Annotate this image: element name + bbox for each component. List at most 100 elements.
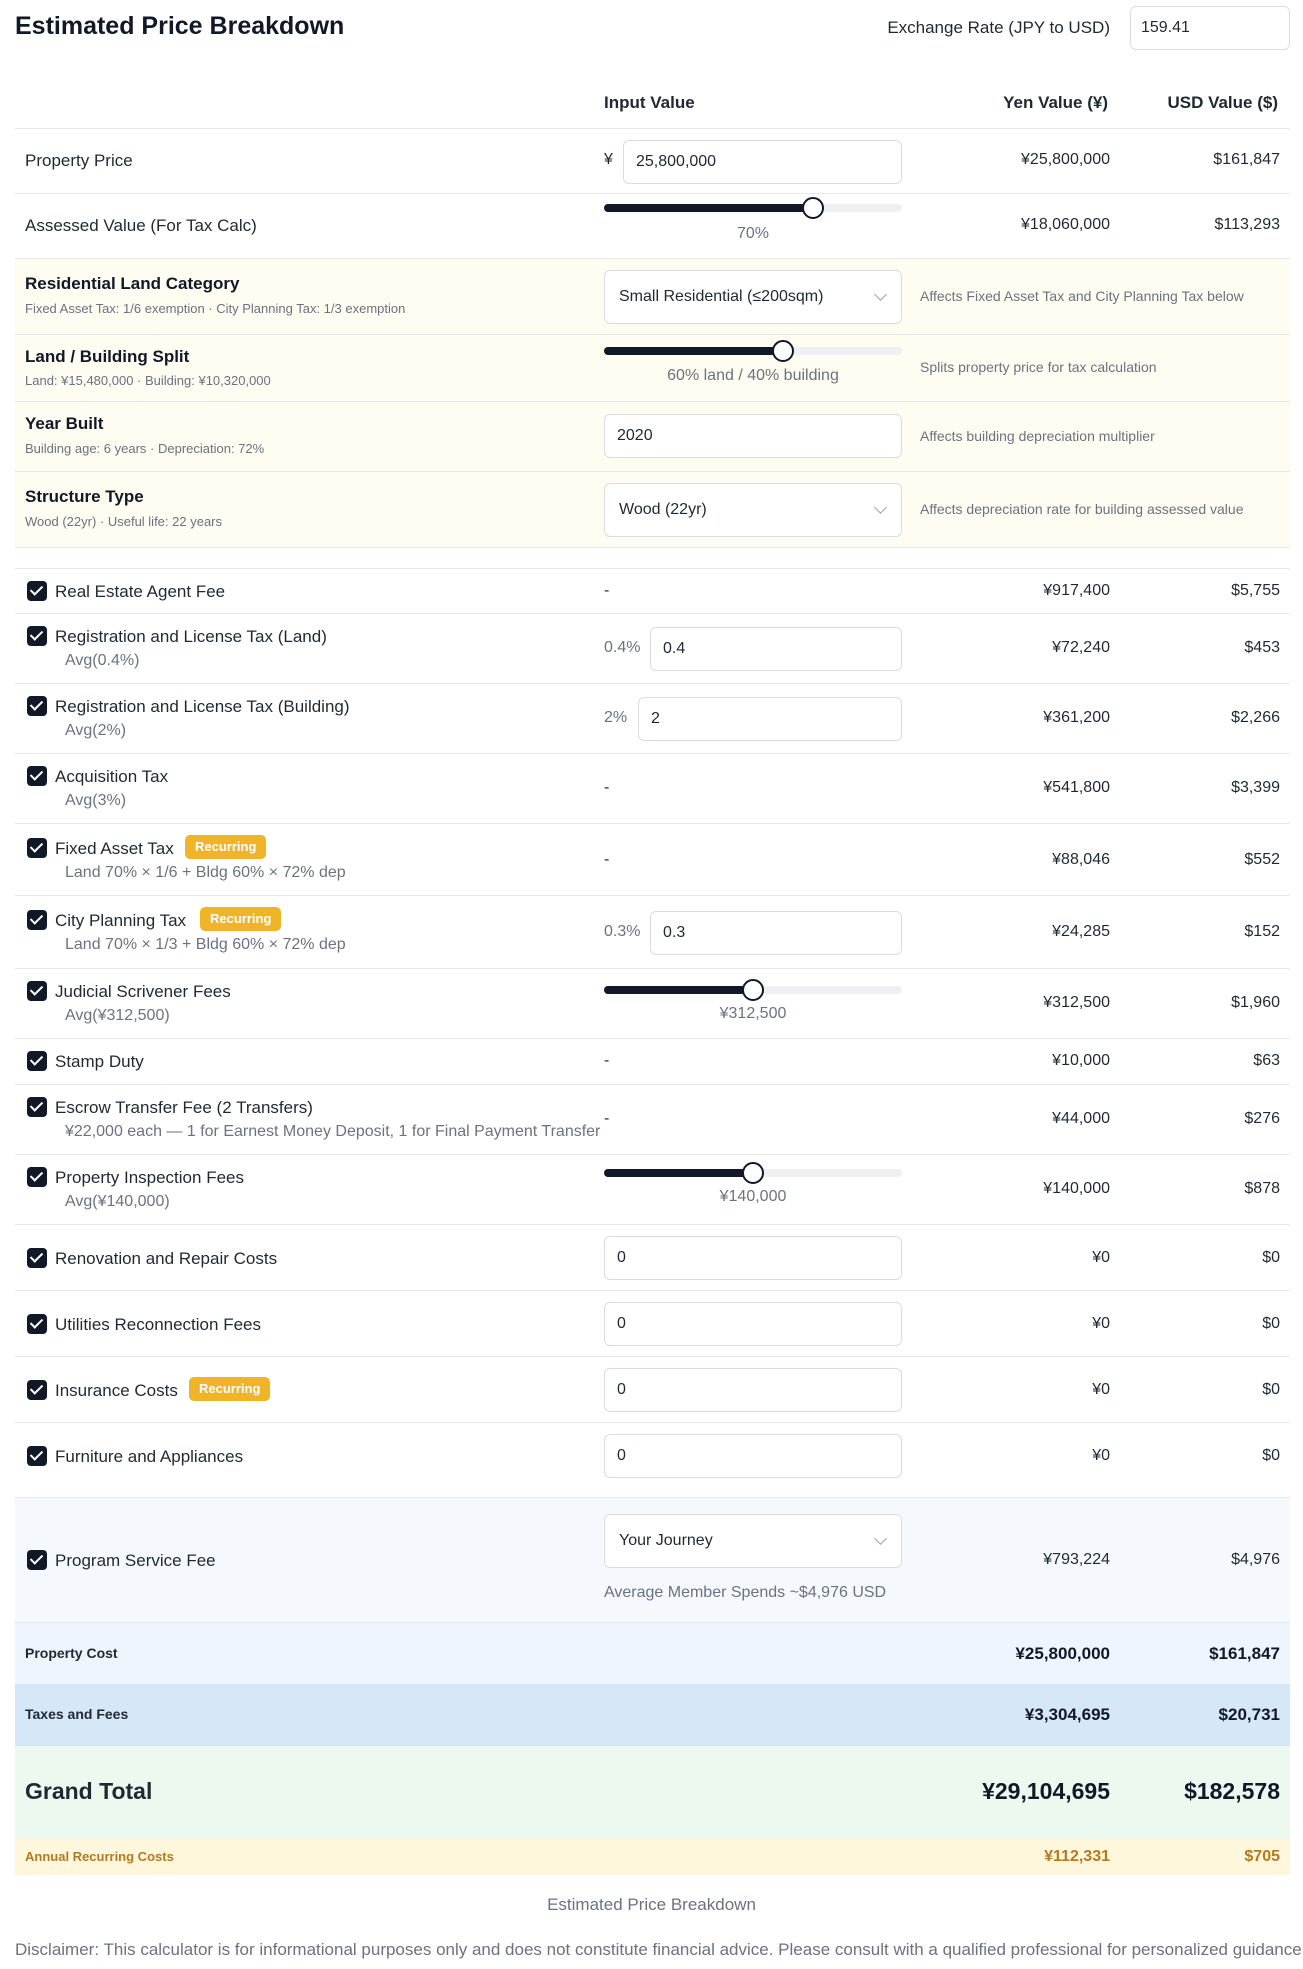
inspection-sub: Avg(¥140,000) bbox=[65, 1193, 170, 1210]
program-fee-select[interactable]: Your Journey bbox=[604, 1514, 902, 1568]
utilities-input[interactable]: 0 bbox=[604, 1302, 902, 1346]
land-category-select[interactable]: Small Residential (≤200sqm) bbox=[604, 270, 902, 324]
exchange-rate-input[interactable]: 159.41 bbox=[1130, 6, 1290, 50]
escrow-input: - bbox=[604, 1110, 610, 1127]
split-title: Land / Building Split bbox=[25, 347, 190, 366]
fixed-asset-sub: Land 70% × 1/6 + Bldg 60% × 72% dep bbox=[65, 864, 346, 881]
utilities-usd: $0 bbox=[1262, 1315, 1280, 1332]
inspection-usd: $878 bbox=[1244, 1180, 1280, 1197]
structure-type-title: Structure Type bbox=[25, 487, 144, 506]
furniture-input[interactable]: 0 bbox=[604, 1434, 902, 1478]
agent-fee-label: Real Estate Agent Fee bbox=[55, 582, 226, 601]
acq-tax-yen: ¥541,800 bbox=[1043, 779, 1110, 796]
slider-thumb[interactable] bbox=[771, 340, 794, 362]
utilities-yen: ¥0 bbox=[1092, 1315, 1110, 1332]
insurance-checkbox[interactable] bbox=[27, 1380, 47, 1400]
program-fee-selected: Your Journey bbox=[619, 1532, 713, 1549]
grand-total-yen: ¥29,104,695 bbox=[982, 1778, 1110, 1804]
acq-tax-checkbox[interactable] bbox=[27, 766, 47, 786]
assessed-value-row: Assessed Value (For Tax Calc) 70% ¥18,06… bbox=[15, 193, 1290, 258]
scrivener-yen: ¥312,500 bbox=[1043, 994, 1110, 1011]
furniture-checkbox[interactable] bbox=[27, 1446, 47, 1466]
assessed-value-slider[interactable] bbox=[604, 197, 902, 219]
reg-building-pct: 2% bbox=[604, 709, 628, 726]
reg-building-input[interactable]: 2 bbox=[638, 697, 902, 741]
acq-tax-sub: Avg(3%) bbox=[65, 792, 127, 809]
year-built-title: Year Built bbox=[25, 414, 104, 433]
agent-fee-input: - bbox=[604, 582, 610, 599]
reg-building-checkbox[interactable] bbox=[27, 696, 47, 716]
escrow-usd: $276 bbox=[1244, 1110, 1280, 1127]
inspection-slider-label: ¥140,000 bbox=[719, 1188, 787, 1205]
section-divider bbox=[15, 547, 1290, 568]
insurance-input[interactable]: 0 bbox=[604, 1368, 902, 1412]
chevron-down-icon bbox=[874, 288, 887, 301]
slider-thumb[interactable] bbox=[742, 1162, 764, 1184]
item-row-renovation: Renovation and Repair Costs 0 ¥0 $0 bbox=[15, 1224, 1290, 1290]
taxes-fees-usd: $20,731 bbox=[1218, 1705, 1280, 1724]
year-built-input[interactable]: 2020 bbox=[604, 414, 902, 458]
reg-land-input[interactable]: 0.4 bbox=[650, 627, 902, 671]
escrow-checkbox[interactable] bbox=[27, 1097, 47, 1117]
item-row-insurance: Insurance Costs Recurring 0 ¥0 $0 bbox=[15, 1356, 1290, 1422]
city-planning-checkbox[interactable] bbox=[27, 910, 47, 930]
fixed-asset-usd: $552 bbox=[1244, 851, 1280, 868]
year-built-note: Affects building depreciation multiplier bbox=[920, 428, 1155, 444]
stamp-checkbox[interactable] bbox=[27, 1051, 47, 1071]
city-planning-label: City Planning Tax bbox=[55, 911, 187, 930]
item-row-stamp-duty: Stamp Duty - ¥10,000 $63 bbox=[15, 1038, 1290, 1084]
slider-thumb[interactable] bbox=[801, 197, 824, 219]
program-fee-checkbox[interactable] bbox=[27, 1550, 47, 1570]
insurance-usd: $0 bbox=[1262, 1381, 1280, 1398]
utilities-label: Utilities Reconnection Fees bbox=[55, 1315, 261, 1334]
furniture-usd: $0 bbox=[1262, 1447, 1280, 1464]
fixed-asset-yen: ¥88,046 bbox=[1052, 851, 1110, 868]
program-fee-usd: $4,976 bbox=[1231, 1551, 1280, 1568]
city-planning-sub: Land 70% × 1/3 + Bldg 60% × 72% dep bbox=[65, 936, 346, 953]
slider-thumb[interactable] bbox=[742, 979, 764, 1001]
total-row-grand-total: Grand Total ¥29,104,695 $182,578 bbox=[15, 1746, 1290, 1839]
city-planning-usd: $152 bbox=[1244, 923, 1280, 940]
scrivener-label: Judicial Scrivener Fees bbox=[55, 982, 231, 1001]
property-price-input[interactable]: 25,800,000 bbox=[623, 140, 902, 184]
reg-land-usd: $453 bbox=[1244, 639, 1280, 656]
reg-land-pct: 0.4% bbox=[604, 639, 641, 656]
scrivener-slider[interactable] bbox=[604, 979, 902, 1001]
land-category-note: Affects Fixed Asset Tax and City Plannin… bbox=[920, 288, 1244, 304]
structure-type-selected: Wood (22yr) bbox=[619, 501, 707, 518]
slider-fill bbox=[604, 347, 783, 355]
reg-building-usd: $2,266 bbox=[1231, 709, 1280, 726]
recurring-badge: Recurring bbox=[189, 1377, 271, 1401]
renovation-checkbox[interactable] bbox=[27, 1248, 47, 1268]
scrivener-checkbox[interactable] bbox=[27, 981, 47, 1001]
item-row-city-planning-tax: City Planning Tax Recurring Land 70% × 1… bbox=[15, 895, 1290, 968]
stamp-label: Stamp Duty bbox=[55, 1052, 144, 1071]
agent-fee-checkbox[interactable] bbox=[27, 581, 47, 601]
assessed-value-label: Assessed Value (For Tax Calc) bbox=[25, 216, 257, 235]
item-row-agent-fee: Real Estate Agent Fee - ¥917,400 $5,755 bbox=[15, 568, 1290, 613]
reg-land-checkbox[interactable] bbox=[27, 626, 47, 646]
year-built-row: Year Built Building age: 6 years · Depre… bbox=[15, 401, 1290, 471]
city-planning-input[interactable]: 0.3 bbox=[650, 911, 902, 955]
inspection-checkbox[interactable] bbox=[27, 1167, 47, 1187]
land-building-split-slider[interactable] bbox=[604, 340, 902, 362]
footer-caption: Estimated Price Breakdown bbox=[547, 1895, 756, 1914]
fixed-asset-checkbox[interactable] bbox=[27, 838, 47, 858]
slider-fill bbox=[604, 986, 753, 994]
reg-building-label: Registration and License Tax (Building) bbox=[55, 697, 350, 716]
stamp-input: - bbox=[604, 1052, 610, 1069]
fixed-asset-input: - bbox=[604, 851, 610, 868]
slider-fill bbox=[604, 204, 813, 212]
item-row-escrow: Escrow Transfer Fee (2 Transfers) ¥22,00… bbox=[15, 1084, 1290, 1154]
renovation-input[interactable]: 0 bbox=[604, 1236, 902, 1280]
property-price-row: Property Price ¥ 25,800,000 ¥25,800,000 … bbox=[15, 128, 1290, 193]
property-price-yen: ¥25,800,000 bbox=[1021, 151, 1110, 168]
chevron-down-icon bbox=[874, 1532, 887, 1545]
item-row-reg-land: Registration and License Tax (Land) Avg(… bbox=[15, 613, 1290, 683]
taxes-fees-label: Taxes and Fees bbox=[25, 1706, 129, 1722]
inspection-slider[interactable] bbox=[604, 1162, 902, 1184]
annual-usd: $705 bbox=[1244, 1848, 1280, 1865]
recurring-badge: Recurring bbox=[200, 907, 282, 931]
structure-type-select[interactable]: Wood (22yr) bbox=[604, 483, 902, 537]
utilities-checkbox[interactable] bbox=[27, 1314, 47, 1334]
